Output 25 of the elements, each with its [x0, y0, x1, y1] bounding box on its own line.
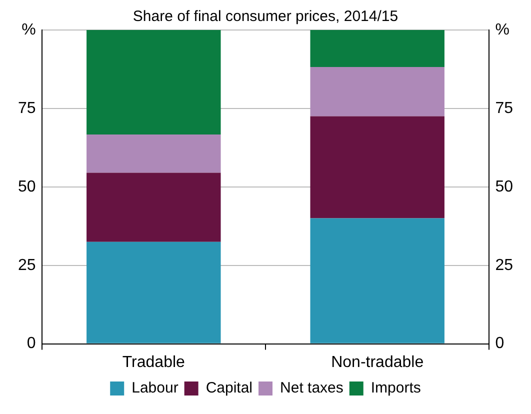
bar	[310, 218, 444, 344]
bar	[310, 30, 444, 68]
bar	[86, 172, 221, 242]
bar	[86, 30, 221, 134]
y2-tick-label: %	[495, 21, 510, 38]
y2-tick-label: 75	[495, 100, 514, 117]
x-tick-label: Non-tradable	[331, 354, 424, 371]
bar	[86, 242, 221, 344]
y-tick-label: 25	[18, 256, 36, 274]
y2-tick-label: 0	[495, 335, 504, 352]
y-tick-label: 50	[18, 178, 36, 196]
legend-label: Labour	[132, 380, 178, 397]
legend-label: Capital	[206, 380, 253, 397]
legend-label: Net taxes	[280, 380, 344, 397]
legend-label: Imports	[370, 380, 421, 397]
y2-tick-label: 25	[495, 256, 514, 274]
y-tick-label: 0	[26, 335, 36, 352]
bar	[310, 116, 444, 218]
chart-title: Share of final consumer prices, 2014/15	[132, 8, 398, 26]
y-tick-label: 75	[18, 100, 36, 117]
y-tick-label: %	[22, 21, 36, 38]
y2-tick-label: 50	[495, 178, 514, 196]
bar	[86, 134, 221, 173]
bar	[310, 67, 444, 116]
x-tick-label: Tradable	[122, 354, 186, 371]
